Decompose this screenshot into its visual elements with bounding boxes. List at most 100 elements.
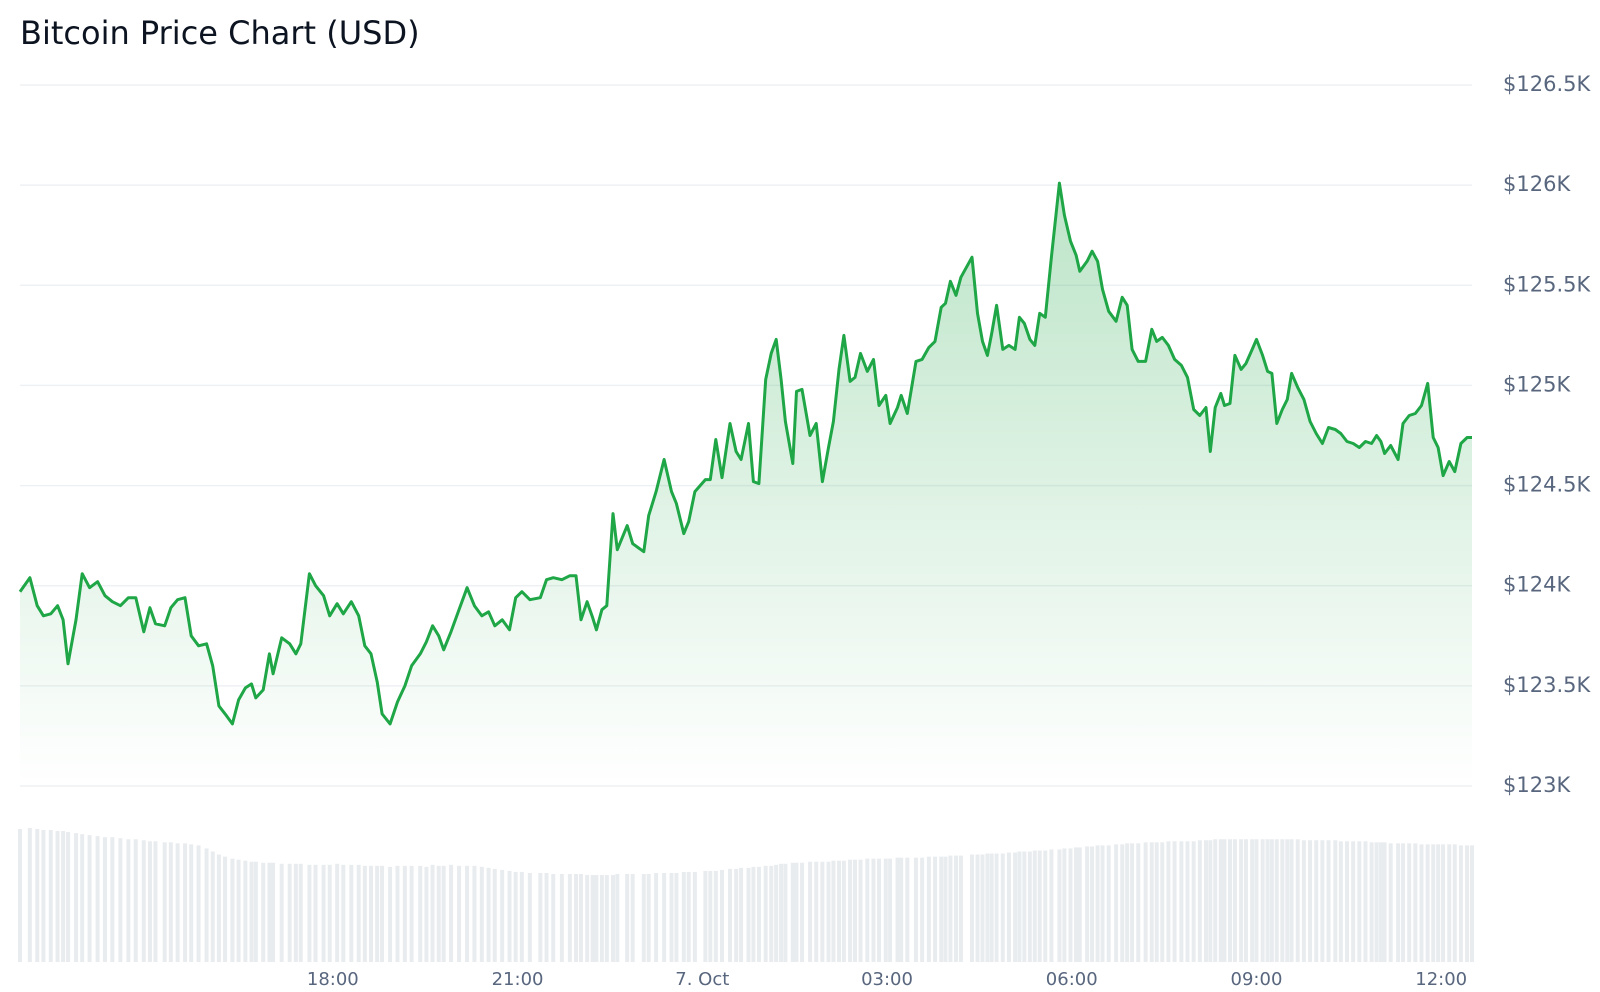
volume-bar xyxy=(719,869,724,962)
volume-bar xyxy=(953,855,958,962)
volume-bar xyxy=(243,860,248,962)
volume-bar xyxy=(349,864,354,962)
volume-bar xyxy=(610,875,615,962)
y-tick-label: $123K xyxy=(1503,773,1571,797)
volume-bar xyxy=(1068,848,1073,962)
volume-bar xyxy=(1120,844,1125,962)
volume-bar xyxy=(1239,839,1244,962)
volume-bar xyxy=(418,865,423,962)
volume-bar xyxy=(368,865,373,962)
volume-bar xyxy=(189,844,194,962)
volume-bar xyxy=(774,864,779,962)
volume-bar xyxy=(1369,842,1374,962)
volume-bar xyxy=(1274,839,1279,962)
y-tick-label: $125.5K xyxy=(1503,272,1591,296)
volume-bar xyxy=(1374,842,1379,962)
volume-bar xyxy=(1378,842,1383,962)
volume-bar xyxy=(380,865,385,962)
volume-bar xyxy=(1085,846,1090,962)
volume-bar xyxy=(527,872,532,962)
volume-bar xyxy=(1062,848,1067,962)
volume-bar xyxy=(513,871,518,962)
volume-bar xyxy=(95,836,100,962)
volume-bar xyxy=(162,842,167,962)
y-tick-label: $124.5K xyxy=(1503,473,1591,497)
volume-bar xyxy=(1037,850,1042,962)
volume-bar xyxy=(1213,839,1218,962)
volume-bar xyxy=(630,874,635,962)
volume-bar xyxy=(1000,853,1005,962)
volume-bar xyxy=(1320,840,1325,962)
volume-bar xyxy=(599,875,604,962)
volume-bar xyxy=(585,875,590,962)
volume-bar xyxy=(895,857,900,962)
volume-bar xyxy=(686,871,691,962)
volume-bar xyxy=(1244,839,1249,962)
volume-bar xyxy=(230,858,235,962)
volume-bar xyxy=(943,856,948,962)
volume-bar xyxy=(808,861,813,962)
volume-bar xyxy=(1100,845,1105,962)
volume-bar xyxy=(249,861,254,962)
volume-bar xyxy=(739,867,744,962)
volume-bar xyxy=(321,864,326,962)
volume-bar xyxy=(293,863,298,962)
volume-bar xyxy=(430,864,435,962)
volume-bar xyxy=(800,862,805,962)
volume-bar xyxy=(692,871,697,962)
volume-bar xyxy=(1057,849,1062,962)
volume-bar xyxy=(865,858,870,962)
volume-bar xyxy=(87,835,92,962)
x-tick-label: 12:00 xyxy=(1415,969,1467,990)
volume-bar xyxy=(80,834,85,962)
y-tick-label: $124K xyxy=(1503,573,1571,597)
volume-bar xyxy=(841,860,846,962)
volume-bar xyxy=(1265,839,1270,962)
volume-bar xyxy=(55,831,60,962)
volume-bar xyxy=(1295,839,1300,962)
volume-bar xyxy=(826,861,831,962)
volume-bar xyxy=(48,830,53,962)
volume-bar xyxy=(362,865,367,962)
volume-bar xyxy=(141,840,146,962)
volume-bar xyxy=(27,827,32,962)
volume-bar xyxy=(61,831,66,962)
volume-bar xyxy=(574,874,579,962)
volume-bar xyxy=(223,856,228,962)
volume-bar xyxy=(836,860,841,962)
volume-bar xyxy=(168,842,173,962)
volume-bar xyxy=(307,864,312,962)
volume-bar xyxy=(1250,839,1255,962)
volume-bar xyxy=(519,871,524,962)
volume-bar xyxy=(1185,841,1190,962)
volume-bar xyxy=(74,833,79,962)
volume-bar xyxy=(989,853,994,962)
volume-bar xyxy=(472,865,477,962)
volume-bar xyxy=(1095,845,1100,962)
price-area xyxy=(20,183,1472,787)
volume-bar xyxy=(559,874,564,962)
price-line xyxy=(18,181,1472,726)
x-tick-label: 06:00 xyxy=(1046,969,1098,990)
y-tick-label: $126K xyxy=(1503,172,1571,196)
volume-bar xyxy=(1106,845,1111,962)
volume-bar xyxy=(313,864,318,962)
volume-bar xyxy=(1452,844,1457,962)
volume-bar xyxy=(703,870,708,962)
volume-bar xyxy=(1043,850,1048,962)
volume-bar xyxy=(913,857,918,962)
y-tick-label: $126.5K xyxy=(1503,72,1591,96)
volume-bar xyxy=(279,863,284,962)
volume-bar xyxy=(877,858,882,962)
volume-bar xyxy=(1090,846,1095,962)
volume-bar xyxy=(1441,844,1446,962)
volume-bar xyxy=(1308,840,1313,962)
volume-bar xyxy=(1032,850,1037,962)
volume-bar xyxy=(1228,839,1232,962)
volume-bar xyxy=(920,857,925,962)
y-tick-label: $123.5K xyxy=(1503,673,1591,697)
volume-bar xyxy=(1425,844,1430,962)
volume-bar xyxy=(727,868,732,962)
volume-bar xyxy=(147,841,152,962)
